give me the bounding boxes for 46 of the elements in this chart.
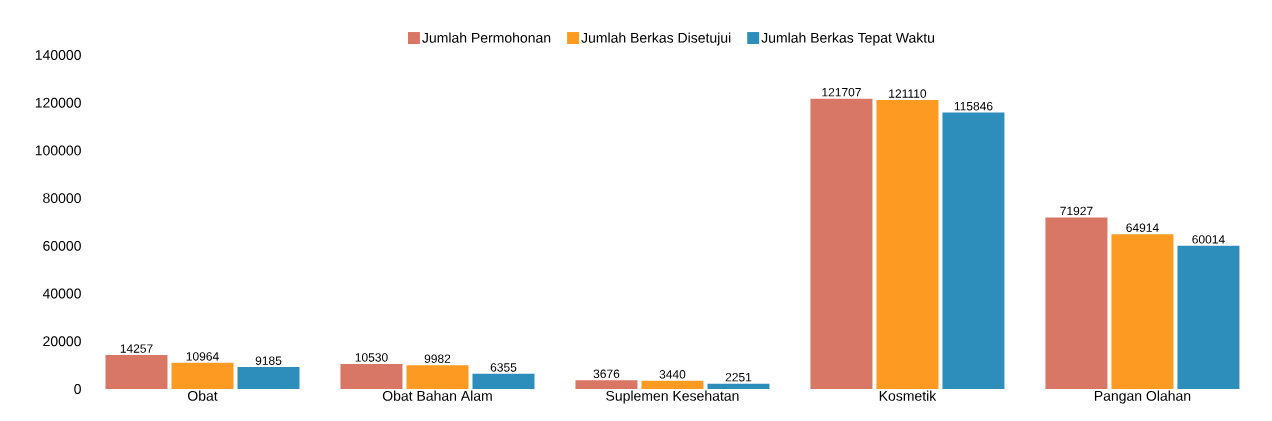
legend-label: Jumlah Berkas Tepat Waktu (761, 32, 935, 46)
bar (876, 100, 939, 389)
y-tick-label: 100000 (35, 145, 81, 156)
bar (105, 354, 168, 389)
bar (1045, 217, 1108, 389)
bar (340, 363, 403, 389)
bar (641, 380, 704, 389)
y-tick-label: 0 (74, 384, 81, 394)
legend-label: Jumlah Berkas Disetujui (581, 32, 731, 46)
data-label: 9185 (255, 356, 282, 365)
data-label: 2251 (725, 372, 752, 382)
y-tick-label: 20000 (43, 336, 81, 347)
bar (1111, 234, 1174, 389)
x-tick-label: Pangan Olahan (1094, 390, 1191, 404)
x-tick-label: Obat Bahan Alam (382, 390, 492, 401)
x-tick-label: Suplemen Kesehatan (606, 390, 739, 404)
y-tick-label: 120000 (35, 97, 81, 108)
bar (472, 373, 535, 389)
bar (942, 112, 1005, 389)
y-tick-label: 140000 (35, 50, 81, 60)
bar (171, 362, 234, 389)
x-tick-label: Obat (187, 390, 218, 401)
legend-label: Jumlah Permohonan (422, 32, 551, 43)
data-label: 60014 (1192, 235, 1225, 244)
y-tick-label: 40000 (42, 288, 81, 299)
data-label: 9982 (424, 354, 451, 363)
bar (707, 383, 770, 389)
data-label: 3676 (593, 369, 620, 379)
data-label: 10964 (186, 352, 219, 361)
y-tick-label: 80000 (43, 193, 81, 204)
data-label: 10530 (355, 353, 388, 362)
data-label: 6355 (490, 363, 517, 372)
bar (1177, 245, 1240, 389)
data-label: 115846 (954, 101, 993, 111)
bar (810, 98, 873, 389)
y-tick-label: 60000 (43, 240, 81, 251)
bar (575, 380, 638, 389)
data-label: 14257 (120, 344, 153, 353)
data-label: 64914 (1126, 223, 1159, 232)
data-label: 3440 (659, 370, 686, 379)
x-tick-label: Kosmetik (879, 390, 937, 401)
bar (406, 365, 469, 389)
data-label: 121110 (889, 89, 927, 98)
data-label: 71927 (1060, 206, 1093, 216)
bar (237, 367, 300, 389)
data-label: 121707 (822, 87, 861, 97)
